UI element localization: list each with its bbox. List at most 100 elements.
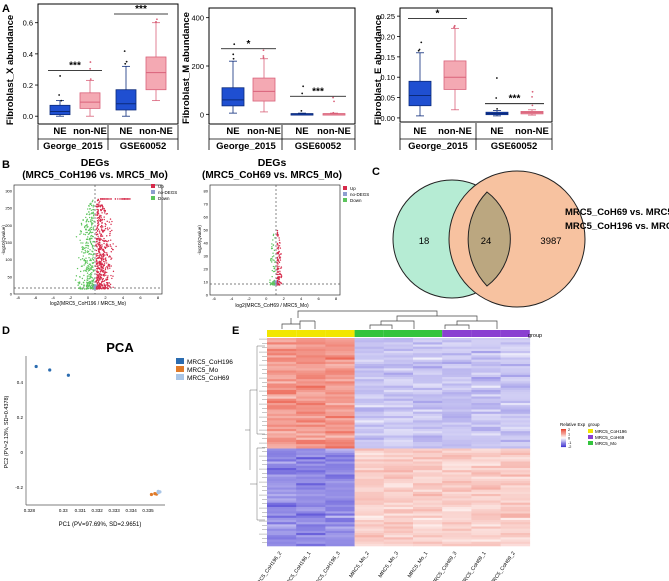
outlier-dot: [89, 61, 92, 63]
heatmap-cell: [383, 483, 414, 486]
heatmap-cell: [471, 457, 501, 460]
volcano-point-down: [80, 259, 82, 261]
heatmap-cell: [354, 416, 385, 419]
pca-x-tick: 0.33: [59, 508, 68, 513]
heatmap-cell: [325, 489, 355, 493]
heatmap-cell: [471, 394, 501, 397]
volcano-point-up: [99, 253, 101, 255]
volcano-point-down: [89, 277, 91, 279]
volcano-point-up: [98, 232, 101, 234]
heatmap-cell: [500, 468, 531, 471]
heatmap-cell: [442, 418, 472, 421]
heatmap-cell: [442, 400, 472, 404]
volcano-title: DEGs: [81, 157, 110, 169]
volcano-point-down: [85, 270, 88, 272]
volcano-point-up: [107, 265, 110, 267]
heatmap-cell: [325, 517, 355, 521]
heatmap-cell: [354, 409, 385, 412]
heatmap-cell: [383, 437, 414, 441]
heatmap-cell: [442, 446, 472, 449]
heatmap-cell: [442, 500, 472, 503]
heatmap-cell: [500, 387, 531, 391]
heatmap-cell: [413, 485, 443, 488]
volcano-point-up: [278, 250, 280, 253]
heatmap-cell: [383, 463, 414, 467]
heatmap-cell: [383, 444, 414, 447]
volcano-point-up: [100, 235, 102, 237]
volcano-point-up: [95, 249, 98, 252]
heatmap-cell: [325, 476, 355, 480]
heatmap-cell: [383, 509, 414, 512]
heatmap-cell: [383, 455, 414, 458]
volcano-point-up: [101, 288, 103, 290]
heatmap-cell: [383, 387, 414, 391]
volcano-point-up: [97, 235, 99, 238]
volcano-point-up: [101, 257, 103, 259]
volcano-point-down: [271, 269, 274, 272]
volcano-point-up: [277, 248, 279, 250]
volcano-x-tick: 4: [122, 295, 125, 300]
volcano-point-down: [90, 284, 93, 286]
heatmap-cell: [471, 372, 501, 376]
heatmap-cell: [267, 437, 297, 441]
heatmap-cell: [325, 474, 355, 477]
volcano-point-up: [95, 244, 97, 247]
volcano-point-down: [80, 224, 83, 226]
heatmap-cell: [354, 396, 385, 399]
heatmap-cell: [354, 338, 385, 341]
outlier-dot: [262, 49, 265, 52]
heatmap-cell: [325, 426, 355, 430]
volcano-point-up: [276, 234, 278, 236]
heatmap-cell: [413, 394, 443, 397]
heatmap-cell: [500, 463, 531, 467]
heatmap-cell: [267, 385, 297, 389]
volcano-point-up: [104, 198, 106, 200]
heatmap-cell: [383, 351, 414, 354]
volcano-point-down: [270, 283, 272, 285]
volcano-point-up: [111, 248, 114, 251]
heatmap-cell: [325, 381, 355, 384]
volcano-point-down: [84, 247, 86, 250]
volcano-point-down: [84, 261, 87, 264]
heatmap-cell: [413, 509, 443, 512]
volcano-point-down: [87, 247, 89, 249]
volcano-point-up: [107, 285, 109, 287]
x-label-ne: NE: [413, 126, 426, 137]
outlier-dot: [531, 95, 533, 98]
group-bar-cell: [325, 330, 355, 337]
heatmap-cell: [471, 511, 501, 514]
heatmap-cell: [383, 366, 414, 369]
heatmap-cell: [442, 489, 472, 493]
volcano-point-up: [98, 230, 101, 232]
heatmap-cell: [471, 346, 501, 350]
volcano-point-up: [100, 204, 102, 206]
heatmap-cell: [413, 491, 443, 495]
heatmap-cell: [354, 420, 385, 423]
heatmap-cell: [267, 483, 297, 486]
heatmap-cell: [325, 437, 355, 441]
heatmap-cell: [296, 383, 326, 386]
volcano-y-tick: 0: [206, 293, 209, 298]
volcano-point-down: [89, 280, 91, 283]
y-tick-label: 0.15: [380, 53, 395, 62]
volcano-point-down: [89, 282, 92, 285]
volcano-point-down: [89, 241, 92, 243]
heatmap-cell: [325, 338, 355, 341]
heatmap-cell: [383, 541, 414, 545]
heatmap-cell: [354, 465, 385, 469]
volcano-point-down: [88, 233, 91, 235]
x-label-non-ne: non-NE: [139, 126, 173, 137]
dataset-label: GSE60052: [295, 141, 341, 152]
heatmap-cell: [267, 502, 297, 506]
heatmap-cell: [325, 541, 355, 545]
volcano-point-up: [278, 239, 281, 241]
volcano-point-up: [100, 233, 102, 235]
volcano-point-down: [88, 239, 91, 241]
heatmap-cell: [296, 515, 326, 519]
volcano-point-down: [86, 281, 88, 283]
volcano-x-tick: 6: [317, 296, 320, 301]
heatmap-cell: [500, 515, 531, 519]
volcano-x-tick: 8: [157, 295, 160, 300]
volcano-point-down: [86, 218, 89, 220]
volcano-point-up: [104, 247, 107, 250]
